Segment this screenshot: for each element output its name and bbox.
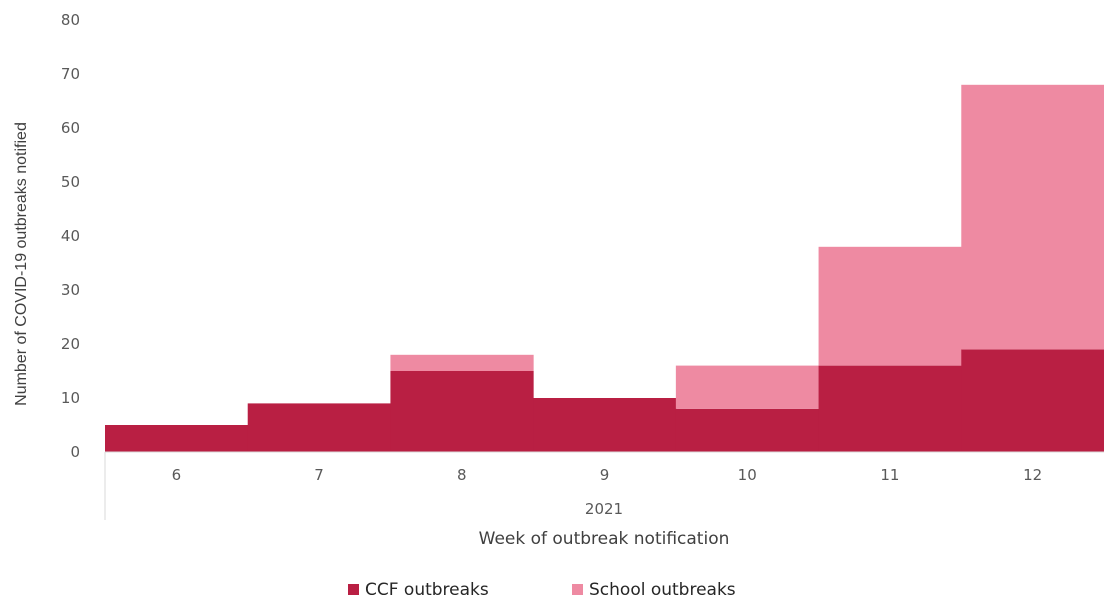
y-tick-label: 80 — [61, 11, 80, 29]
y-axis-ticks: 0 10 20 30 40 50 60 70 80 — [61, 11, 80, 461]
x-tick-label: 11 — [880, 466, 899, 484]
y-tick-label: 30 — [61, 281, 80, 299]
school-bar-week-10 — [675, 365, 820, 409]
x-axis-group-label: 2021 — [585, 500, 623, 518]
ccf-bar-week-8 — [390, 371, 534, 452]
x-tick-label: 6 — [172, 466, 182, 484]
y-tick-label: 70 — [61, 65, 80, 83]
legend-swatch — [572, 584, 583, 595]
x-tick-label: 7 — [314, 466, 324, 484]
school-bar-week-12 — [961, 84, 1104, 350]
legend: CCF outbreaks School outbreaks — [348, 580, 736, 599]
x-axis-ticks: 6 7 8 9 10 11 12 — [172, 466, 1043, 484]
ccf-bar-week-6 — [105, 425, 249, 452]
x-axis-title: Week of outbreak notification — [479, 529, 730, 549]
x-tick-label: 9 — [600, 466, 610, 484]
x-tick-label: 10 — [738, 466, 757, 484]
ccf-bar-week-10 — [675, 408, 820, 452]
y-tick-label: 50 — [61, 173, 80, 191]
ccf-bar-week-9 — [533, 398, 677, 452]
ccf-bar-week-7 — [247, 403, 391, 452]
y-axis-title: Number of COVID-19 outbreaks notified — [13, 122, 30, 406]
y-tick-label: 10 — [61, 389, 80, 407]
bars — [105, 84, 1104, 452]
y-tick-label: 20 — [61, 335, 80, 353]
school-bar-week-8 — [390, 354, 534, 371]
x-tick-label: 8 — [457, 466, 467, 484]
x-tick-label: 12 — [1023, 466, 1042, 484]
ccf-bar-week-12 — [961, 349, 1104, 452]
legend-label: School outbreaks — [589, 580, 736, 599]
y-tick-label: 60 — [61, 119, 80, 137]
ccf-bar-week-11 — [818, 365, 962, 452]
legend-label: CCF outbreaks — [365, 580, 489, 599]
school-bar-week-11 — [818, 246, 962, 366]
y-tick-label: 40 — [61, 227, 80, 245]
y-tick-label: 0 — [70, 443, 80, 461]
legend-swatch — [348, 584, 359, 595]
